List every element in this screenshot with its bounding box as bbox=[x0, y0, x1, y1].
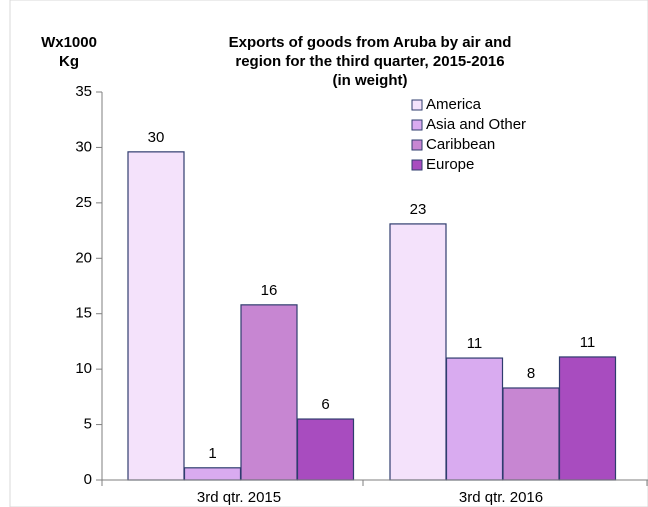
legend-label: America bbox=[426, 96, 482, 113]
y-tick-label: 10 bbox=[75, 360, 92, 377]
y-tick-label: 20 bbox=[75, 249, 92, 266]
y-axis-label: Wx1000 bbox=[41, 34, 97, 51]
bar bbox=[558, 356, 617, 481]
bar bbox=[389, 223, 447, 481]
bar bbox=[183, 467, 242, 481]
x-tick-label: 3rd qtr. 2016 bbox=[459, 489, 543, 506]
bar bbox=[296, 418, 355, 481]
y-tick-label: 25 bbox=[75, 194, 92, 211]
data-label: 8 bbox=[527, 365, 535, 382]
data-label: 1 bbox=[208, 445, 216, 462]
legend-swatch bbox=[411, 119, 423, 131]
chart-title: (in weight) bbox=[333, 72, 408, 89]
frame bbox=[9, 0, 648, 507]
legend-label: Asia and Other bbox=[426, 116, 526, 133]
data-label: 11 bbox=[467, 335, 483, 352]
y-tick-label: 35 bbox=[75, 83, 92, 100]
y-tick-label: 15 bbox=[75, 305, 92, 322]
bar bbox=[502, 387, 560, 481]
data-label: 30 bbox=[148, 129, 165, 146]
y-tick-label: 30 bbox=[75, 138, 92, 155]
y-tick-label: 0 bbox=[84, 471, 92, 488]
data-label: 11 bbox=[580, 334, 596, 351]
bar bbox=[240, 304, 298, 481]
legend-swatch bbox=[411, 99, 423, 111]
data-label: 23 bbox=[410, 201, 427, 218]
data-label: 6 bbox=[321, 396, 329, 413]
y-tick-label: 5 bbox=[84, 416, 92, 433]
legend-label: Europe bbox=[426, 156, 474, 173]
y-axis-label: Kg bbox=[59, 53, 79, 70]
bar bbox=[445, 357, 504, 481]
chart-title: region for the third quarter, 2015-2016 bbox=[235, 53, 504, 70]
chart-title: Exports of goods from Aruba by air and bbox=[229, 34, 512, 51]
x-tick-label: 3rd qtr. 2015 bbox=[197, 489, 281, 506]
legend-swatch bbox=[411, 159, 423, 171]
bar bbox=[127, 151, 185, 481]
legend-label: Caribbean bbox=[426, 136, 495, 153]
legend-swatch bbox=[411, 139, 423, 151]
data-label: 16 bbox=[261, 282, 278, 299]
